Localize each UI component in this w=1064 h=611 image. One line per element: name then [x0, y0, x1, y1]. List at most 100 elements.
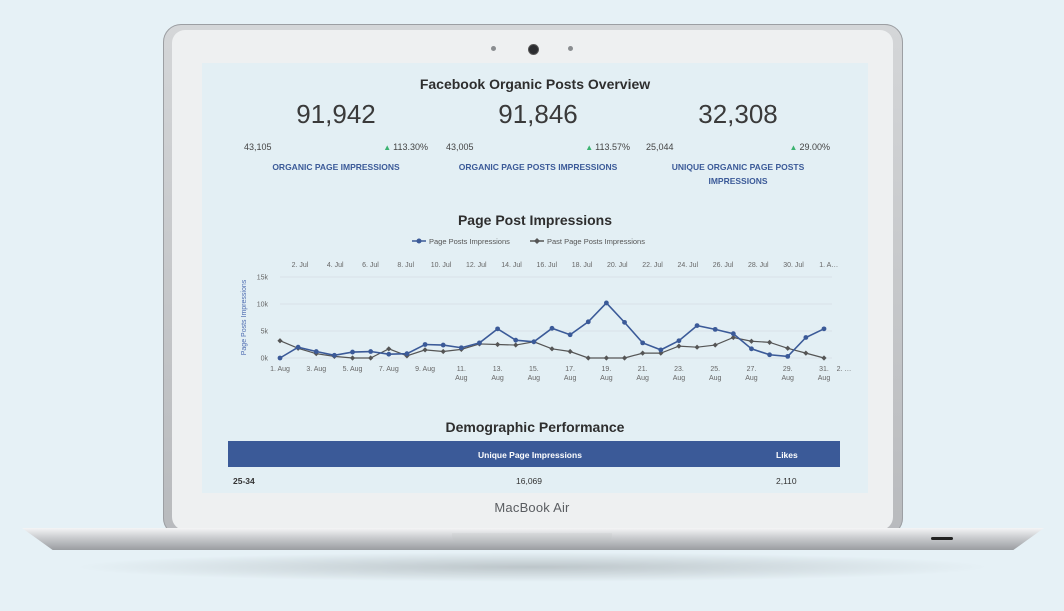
x-tick-label: 29.	[783, 366, 793, 373]
x-top-tick-label: 4. Jul	[327, 262, 344, 269]
data-point	[730, 331, 736, 337]
data-point	[549, 325, 555, 331]
x-tick-label: Aug	[564, 375, 577, 382]
sensor-dot	[491, 46, 496, 51]
x-tick-label: Aug	[600, 375, 613, 382]
data-point	[803, 350, 809, 356]
screen: Facebook Organic Posts Overview 91,942 4…	[202, 63, 868, 493]
kpi-value: 91,846	[498, 99, 578, 129]
column-header[interactable]: Unique Page Impressions	[478, 450, 582, 460]
x-tick-label: 21.	[638, 366, 648, 373]
table-cell: 16,069	[516, 476, 542, 486]
x-tick-label: 19.	[602, 366, 612, 373]
x-tick-label: Aug	[745, 375, 758, 382]
x-tick-label: Aug	[636, 375, 649, 382]
triangle-up-icon: ▲	[789, 143, 798, 152]
x-tick-label: 15.	[529, 366, 539, 373]
x-tick-label: 25.	[710, 366, 720, 373]
x-tick-label: 13.	[493, 366, 503, 373]
x-tick-label: 7. Aug	[379, 366, 399, 373]
x-top-tick-label: 24. Jul	[677, 262, 698, 269]
kpi-change: 113.30%	[393, 142, 428, 152]
legend-marker	[534, 238, 540, 244]
legend-label: Page Posts Impressions	[429, 237, 510, 246]
data-point	[386, 351, 392, 357]
kpi-card: 32,308 25,044 ▲ 29.00% UNIQUE ORGANIC PAG…	[638, 99, 838, 188]
data-point	[785, 353, 791, 359]
x-top-tick-label: 14. Jul	[501, 262, 522, 269]
data-point	[767, 339, 773, 345]
x-top-tick-label: 26. Jul	[713, 262, 734, 269]
x-tick-label: Aug	[818, 375, 831, 382]
kpi-previous: 25,044	[646, 142, 674, 152]
data-point	[513, 342, 519, 348]
kpi-label: ORGANIC PAGE IMPRESSIONS	[272, 162, 400, 172]
x-tick-label: 31.	[819, 366, 829, 373]
table-cell: 2,110	[776, 476, 797, 486]
power-led	[931, 537, 953, 540]
data-point	[404, 351, 410, 357]
data-point	[694, 323, 700, 328]
y-tick-label: 5k	[261, 329, 269, 336]
data-point	[621, 355, 628, 361]
data-point	[495, 341, 501, 348]
x-top-tick-label: 8. Jul	[397, 262, 414, 269]
data-point	[585, 355, 591, 361]
x-tick-label: Aug	[781, 375, 794, 382]
triangle-up-icon: ▲	[383, 143, 392, 152]
x-top-tick-label: 30. Jul	[783, 262, 804, 269]
camera-icon	[528, 44, 539, 55]
y-tick-label: 10k	[257, 302, 269, 309]
kpi-change: 113.57%	[595, 142, 630, 152]
data-point	[440, 348, 446, 355]
data-point	[495, 326, 500, 332]
x-top-tick-label: 2. Jul	[292, 262, 309, 269]
kpi-value: 32,308	[698, 99, 778, 129]
table-cell: 25-34	[233, 476, 255, 486]
kpi-change: 29.00%	[799, 142, 830, 152]
data-point	[622, 319, 627, 325]
data-point	[603, 355, 609, 361]
x-top-tick-label: 22. Jul	[642, 262, 663, 269]
data-point	[803, 335, 809, 340]
data-point	[422, 347, 428, 353]
chart-title: Page Post Impressions	[457, 212, 613, 228]
dashboard-title: Facebook Organic Posts Overview	[419, 76, 651, 92]
x-top-tick-label: 28. Jul	[748, 262, 769, 269]
x-tick-label: 5. Aug	[343, 366, 363, 373]
data-point	[368, 355, 374, 361]
x-top-tick-label: 12. Jul	[466, 262, 487, 269]
data-point	[749, 346, 754, 352]
data-point	[349, 355, 356, 361]
kpi-value: 91,942	[296, 99, 376, 129]
x-tick-label: 3. Aug	[306, 366, 326, 373]
data-point	[332, 352, 337, 358]
legend-label: Past Page Posts Impressions	[547, 237, 645, 246]
y-axis-title: Page Posts Impressions	[241, 279, 248, 355]
data-point	[277, 355, 283, 361]
data-point	[549, 346, 555, 352]
kpi-label: ORGANIC PAGE POSTS IMPRESSIONS	[458, 162, 618, 172]
line-chart: Page Posts Impressions Past Page Posts Im…	[241, 237, 852, 382]
data-point	[458, 345, 464, 351]
x-tick-label: Aug	[491, 375, 504, 382]
triangle-up-icon: ▲	[585, 143, 594, 152]
data-point	[748, 338, 755, 344]
data-point	[368, 349, 374, 354]
data-point	[313, 349, 319, 354]
data-point	[477, 340, 482, 346]
data-point	[821, 355, 827, 361]
kpi-card: 91,942 43,105 ▲ 113.30% ORGANIC PAGE IMPR…	[236, 99, 436, 174]
data-point	[712, 326, 718, 332]
demographics-title: Demographic Performance	[445, 419, 625, 435]
column-header[interactable]: Likes	[776, 450, 798, 460]
x-tick-label: 2. …	[837, 366, 852, 373]
data-point	[585, 319, 591, 325]
sensor-dot	[568, 46, 573, 51]
kpi-previous: 43,105	[244, 142, 272, 152]
x-top-tick-label: 16. Jul	[536, 262, 557, 269]
data-point	[440, 342, 446, 348]
data-point	[531, 339, 537, 345]
data-point	[386, 346, 392, 352]
data-point	[694, 344, 700, 350]
